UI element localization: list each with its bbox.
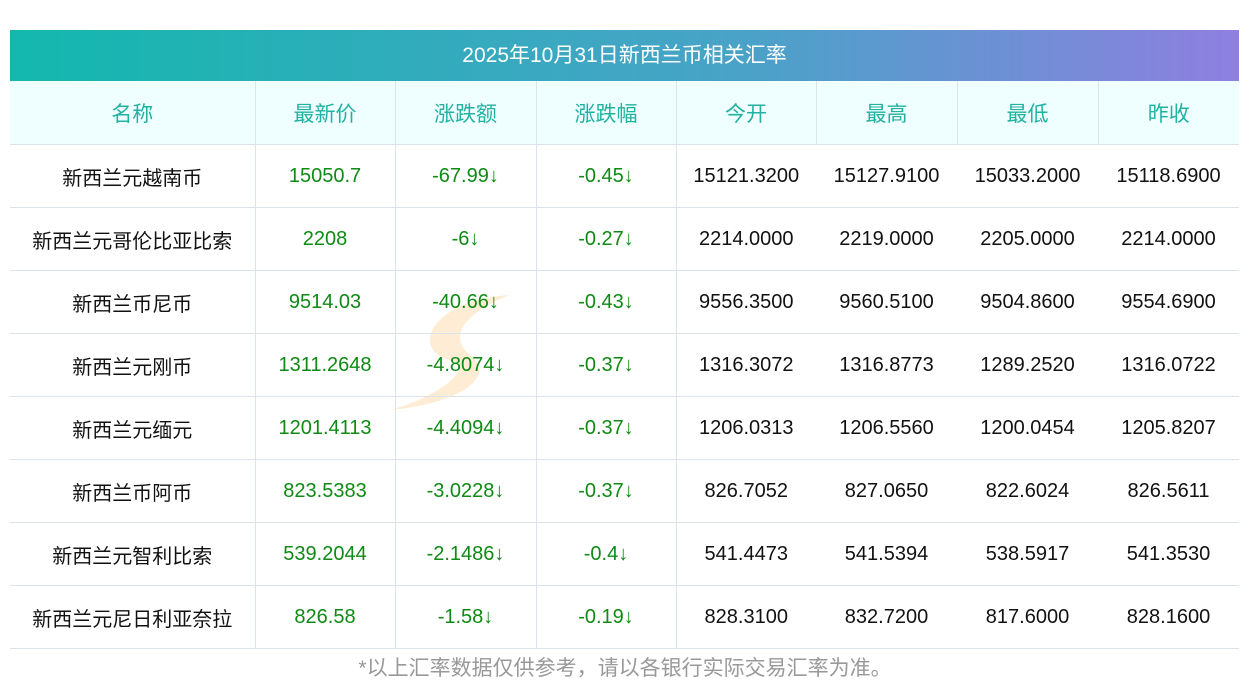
prev-close-cell: 828.1600: [1098, 585, 1239, 649]
table-row: 新西兰元尼日利亚奈拉 826.58 -1.58↓ -0.19↓ 828.3100 832.…: [10, 585, 1239, 649]
column-header: 今开: [676, 81, 817, 145]
open-cell: 828.3100: [676, 585, 816, 649]
exchange-rate-table: 名称 最新价 涨跌额 涨跌幅 今开 最高 最低 昨收 新西兰元越南币 15050.7 -67.99…: [10, 81, 1239, 649]
change-pct-cell: -0.43↓: [536, 270, 677, 334]
column-header: 最高: [816, 81, 958, 145]
open-cell: 826.7052: [676, 459, 816, 523]
disclaimer: *以上汇率数据仅供参考，请以各银行实际交易汇率为准。: [358, 657, 892, 680]
change-cell: -2.1486↓: [395, 522, 537, 586]
high-cell: 541.5394: [816, 522, 957, 586]
latest-cell: 539.2044: [255, 522, 396, 586]
name-cell: 新西兰币阿币: [10, 459, 256, 523]
table-row: 新西兰元刚币 1311.2648 -4.8074↓ -0.37↓ 1316.3072 13…: [10, 333, 1239, 397]
open-cell: 1206.0313: [676, 396, 816, 460]
table-row: 新西兰币阿币 823.5383 -3.0228↓ -0.37↓ 826.7052 827.…: [10, 459, 1239, 523]
low-cell: 2205.0000: [957, 207, 1098, 271]
low-cell: 9504.8600: [957, 270, 1098, 334]
prev-close-cell: 1205.8207: [1098, 396, 1239, 460]
latest-cell: 1201.4113: [255, 396, 396, 460]
name-cell: 新西兰元越南币: [10, 144, 256, 208]
column-header: 最新价: [255, 81, 396, 145]
table-row: 新西兰元越南币 15050.7 -67.99↓ -0.45↓ 15121.3200 151…: [10, 144, 1239, 208]
change-cell: -6↓: [395, 207, 537, 271]
high-cell: 9560.5100: [816, 270, 957, 334]
table-title: 2025年10月31日新西兰币相关汇率: [10, 30, 1239, 81]
prev-close-cell: 541.3530: [1098, 522, 1239, 586]
high-cell: 15127.9100: [816, 144, 957, 208]
change-cell: -40.66↓: [395, 270, 537, 334]
latest-cell: 826.58: [255, 585, 396, 649]
name-cell: 新西兰元刚币: [10, 333, 256, 397]
change-cell: -1.58↓: [395, 585, 537, 649]
low-cell: 817.6000: [957, 585, 1098, 649]
open-cell: 541.4473: [676, 522, 816, 586]
column-header: 昨收: [1098, 81, 1239, 145]
table-row: 新西兰元缅元 1201.4113 -4.4094↓ -0.37↓ 1206.0313 12…: [10, 396, 1239, 460]
name-cell: 新西兰元缅元: [10, 396, 256, 460]
latest-cell: 15050.7: [255, 144, 396, 208]
change-cell: -67.99↓: [395, 144, 537, 208]
latest-cell: 1311.2648: [255, 333, 396, 397]
column-header: 涨跌幅: [536, 81, 677, 145]
change-pct-cell: -0.45↓: [536, 144, 677, 208]
prev-close-cell: 9554.6900: [1098, 270, 1239, 334]
high-cell: 827.0650: [816, 459, 957, 523]
table-row: 新西兰元哥伦比亚比索 2208 -6↓ -0.27↓ 2214.0000 2219.000…: [10, 207, 1239, 271]
table-row: 新西兰元智利比索 539.2044 -2.1486↓ -0.4↓ 541.4473 541…: [10, 522, 1239, 586]
latest-cell: 823.5383: [255, 459, 396, 523]
high-cell: 1206.5560: [816, 396, 957, 460]
latest-cell: 2208: [255, 207, 396, 271]
latest-cell: 9514.03: [255, 270, 396, 334]
name-cell: 新西兰币尼币: [10, 270, 256, 334]
low-cell: 822.6024: [957, 459, 1098, 523]
open-cell: 1316.3072: [676, 333, 816, 397]
column-header: 最低: [957, 81, 1099, 145]
change-cell: -4.8074↓: [395, 333, 537, 397]
prev-close-cell: 1316.0722: [1098, 333, 1239, 397]
name-cell: 新西兰元智利比索: [10, 522, 256, 586]
change-pct-cell: -0.27↓: [536, 207, 677, 271]
table-row: 新西兰币尼币 9514.03 -40.66↓ -0.43↓ 9556.3500 9560.…: [10, 270, 1239, 334]
header-row: 名称 最新价 涨跌额 涨跌幅 今开 最高 最低 昨收: [10, 81, 1239, 145]
low-cell: 538.5917: [957, 522, 1098, 586]
column-header: 涨跌额: [395, 81, 537, 145]
prev-close-cell: 15118.6900: [1098, 144, 1239, 208]
change-cell: -4.4094↓: [395, 396, 537, 460]
low-cell: 1289.2520: [957, 333, 1098, 397]
low-cell: 1200.0454: [957, 396, 1098, 460]
change-pct-cell: -0.37↓: [536, 333, 677, 397]
column-header: 名称: [10, 81, 256, 145]
high-cell: 832.7200: [816, 585, 957, 649]
change-cell: -3.0228↓: [395, 459, 537, 523]
name-cell: 新西兰元哥伦比亚比索: [10, 207, 256, 271]
change-pct-cell: -0.19↓: [536, 585, 677, 649]
high-cell: 1316.8773: [816, 333, 957, 397]
prev-close-cell: 826.5611: [1098, 459, 1239, 523]
change-pct-cell: -0.37↓: [536, 396, 677, 460]
high-cell: 2219.0000: [816, 207, 957, 271]
low-cell: 15033.2000: [957, 144, 1098, 208]
prev-close-cell: 2214.0000: [1098, 207, 1239, 271]
name-cell: 新西兰元尼日利亚奈拉: [10, 585, 256, 649]
open-cell: 15121.3200: [676, 144, 816, 208]
open-cell: 9556.3500: [676, 270, 816, 334]
change-pct-cell: -0.4↓: [536, 522, 677, 586]
change-pct-cell: -0.37↓: [536, 459, 677, 523]
open-cell: 2214.0000: [676, 207, 816, 271]
